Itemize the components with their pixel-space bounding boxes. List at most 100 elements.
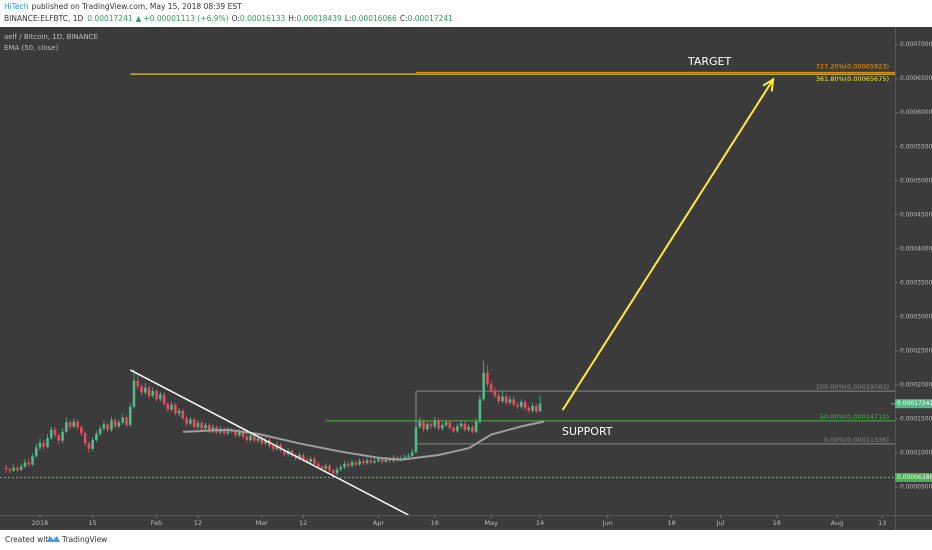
- x-tick-label: 18: [668, 519, 676, 527]
- footer-logo: [46, 536, 60, 542]
- candle-body: [414, 427, 418, 453]
- candle-body: [313, 459, 316, 464]
- candle-body: [433, 420, 437, 427]
- candle-body: [501, 396, 504, 402]
- published: published on TradingView.com, May 15, 20…: [32, 2, 243, 11]
- chart-background: [0, 27, 932, 530]
- candle-body: [365, 460, 369, 464]
- candle-body: [271, 446, 275, 449]
- x-tick-label: Apr: [373, 519, 385, 527]
- ohlc-key: C:: [400, 14, 408, 23]
- candle-body: [260, 437, 264, 444]
- candle-body: [328, 465, 331, 471]
- candle-body: [377, 459, 380, 462]
- candle-body: [245, 436, 249, 441]
- candle-body: [192, 419, 196, 428]
- candle-body: [388, 459, 391, 462]
- candle-body: [196, 423, 200, 428]
- candle-body: [497, 395, 501, 402]
- candle-body: [478, 399, 482, 422]
- candle-body: [331, 470, 335, 474]
- x-tick-label: Jun: [602, 519, 613, 527]
- candle-body: [350, 462, 354, 466]
- candle-body: [512, 399, 516, 405]
- candle-body: [429, 424, 433, 427]
- footer-brand[interactable]: TradingView: [61, 535, 107, 544]
- candle-body: [347, 463, 350, 466]
- candle-body: [358, 461, 361, 465]
- level-label: 100.00%(0.00019083): [816, 383, 889, 391]
- candle-body: [234, 431, 237, 436]
- candle-body: [373, 461, 376, 463]
- candle-body: [493, 390, 497, 396]
- candle-body: [324, 465, 328, 469]
- candle-body: [516, 404, 519, 407]
- author[interactable]: HiTech: [4, 2, 29, 11]
- candle-body: [279, 444, 282, 451]
- candle-body: [482, 372, 485, 400]
- candle-body: [136, 380, 140, 387]
- candle-body: [76, 421, 79, 428]
- candle-body: [57, 435, 61, 441]
- annotation-target: TARGET: [687, 55, 732, 68]
- candle-body: [264, 440, 267, 444]
- candle-body: [309, 459, 313, 462]
- x-tick-label: 16: [431, 519, 439, 527]
- candle-body: [143, 387, 147, 393]
- x-tick-label: Aug: [831, 519, 844, 527]
- candle-body: [339, 467, 343, 470]
- candle-body: [222, 429, 226, 434]
- candle-body: [241, 431, 245, 437]
- ohlc-value: 0.00018439: [296, 14, 342, 23]
- plot: [0, 71, 895, 515]
- candle-body: [65, 422, 68, 432]
- candle-body: [459, 423, 463, 427]
- candle-body: [117, 422, 121, 427]
- ohlc-key: O:: [232, 14, 240, 23]
- candle-body: [354, 462, 358, 465]
- level-label: 50.00%(0.00014710): [820, 413, 889, 421]
- candle-body: [68, 422, 72, 427]
- candle-body: [463, 423, 467, 430]
- candle-body: [362, 461, 365, 464]
- ohlc-value: 0.00016066: [352, 14, 398, 23]
- candle-body: [34, 447, 38, 457]
- candle-body: [147, 387, 151, 396]
- last-price-tag: [895, 399, 932, 409]
- y-tick-label: 0.00005000: [900, 483, 932, 490]
- candle-body: [159, 394, 162, 400]
- candle-body: [531, 405, 534, 411]
- x-tick-label: 12: [194, 519, 202, 527]
- last-price-label: 0.00017241: [897, 400, 932, 407]
- candle-body: [508, 399, 512, 403]
- candle-body: [106, 424, 109, 430]
- level-label: 0.00%(0.00011336): [824, 436, 889, 444]
- header-line: HiTech published on TradingView.com, May …: [4, 2, 242, 11]
- ohlc-value: 0.00016133: [240, 14, 286, 23]
- change-arrow: ▲: [136, 14, 142, 23]
- candle-body: [174, 404, 177, 414]
- candle-body: [467, 427, 470, 430]
- candle-body: [102, 424, 106, 429]
- candle-body: [305, 459, 309, 462]
- x-tick-label: Mar: [256, 519, 269, 527]
- candle-body: [474, 421, 478, 432]
- candle-body: [290, 450, 294, 456]
- candle-body: [237, 431, 241, 436]
- candle-body: [98, 428, 102, 434]
- candle-body: [125, 417, 128, 426]
- arrow-head: [762, 77, 775, 92]
- candle-body: [471, 427, 474, 432]
- candle-body: [155, 391, 158, 400]
- candle-body: [456, 426, 459, 432]
- candle-body: [452, 427, 455, 432]
